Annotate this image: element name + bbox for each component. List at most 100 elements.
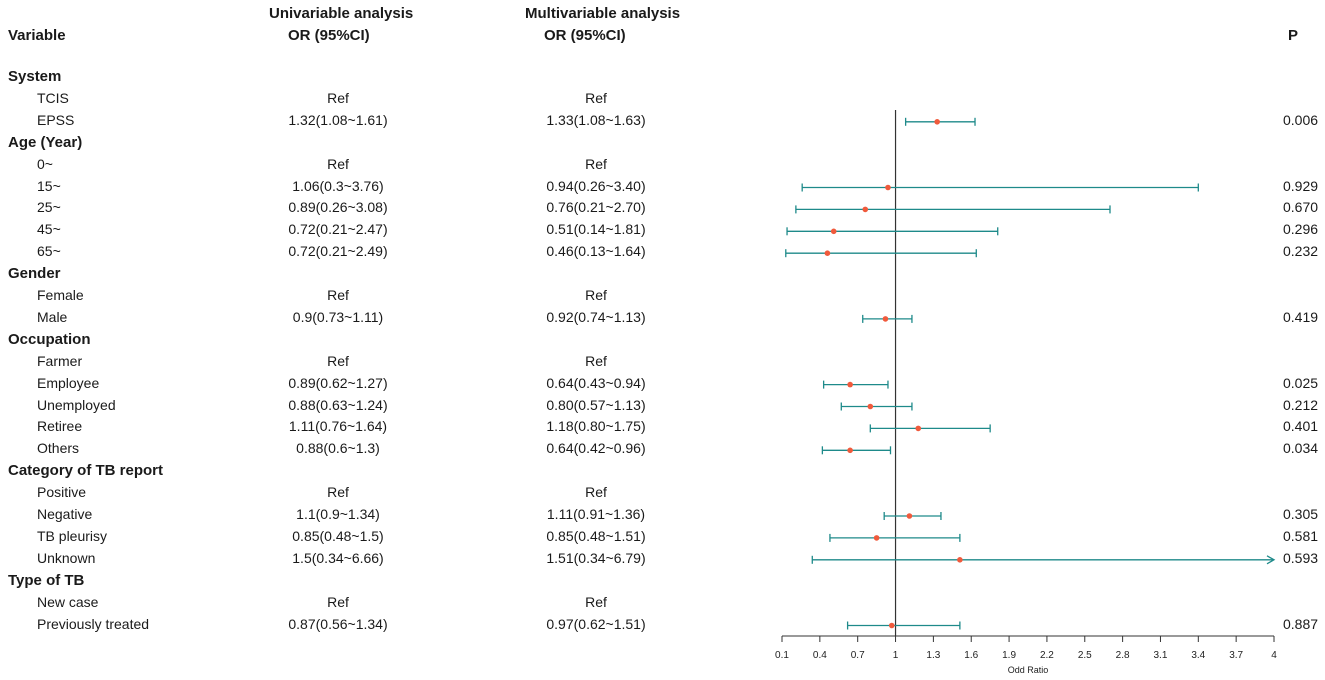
x-tick-label: 2.8: [1116, 650, 1130, 661]
or-point: [915, 425, 922, 432]
multivariable-or: Ref: [585, 155, 607, 172]
multivariable-or: 0.92(0.74~1.13): [546, 308, 646, 325]
p-value: 0.593: [1283, 549, 1319, 566]
or-point: [867, 403, 874, 410]
univariable-or: 1.1(0.9~1.34): [296, 506, 380, 522]
univariable-or: Ref: [327, 287, 349, 303]
row-label: EPSS: [37, 111, 75, 128]
multivariable-or: 0.46(0.13~1.64): [546, 243, 646, 260]
x-tick-label: 0.7: [851, 650, 865, 661]
univariable-or: Ref: [327, 155, 349, 172]
row-label: Negative: [37, 506, 93, 522]
row-label: 25~: [37, 199, 61, 216]
or-point: [957, 557, 963, 563]
group-title: Age (Year): [8, 133, 83, 151]
x-tick-label: 0.1: [775, 650, 789, 661]
multivariable-or: 0.94(0.26~3.40): [546, 177, 646, 194]
p-value: 0.401: [1283, 418, 1319, 435]
group-title: Type of TB: [8, 571, 85, 589]
multivariable-or: 1.51(0.34~6.79): [546, 549, 646, 566]
x-tick-label: 2.2: [1040, 650, 1054, 661]
row-label: Male: [37, 308, 68, 325]
p-value: 0.887: [1283, 615, 1319, 632]
multivariable-header: Multivariable analysis: [525, 5, 681, 22]
multivariable-or: 1.33(1.08~1.63): [546, 111, 646, 128]
univariable-or: 0.89(0.26~3.08): [288, 199, 388, 216]
variable-header: Variable: [8, 27, 66, 44]
univariable-or: 1.11(0.76~1.64): [288, 418, 388, 435]
p-value: 0.581: [1283, 527, 1319, 544]
or-point: [830, 228, 837, 235]
row-label: TCIS: [37, 89, 69, 106]
row-label: Previously treated: [37, 615, 150, 632]
group-title: Gender: [8, 265, 61, 283]
univariable-or: 1.32(1.08~1.61): [288, 111, 388, 128]
univariable-or: 0.89(0.62~1.27): [288, 374, 388, 391]
univariable-or: Ref: [327, 593, 349, 610]
p-value: 0.212: [1283, 396, 1319, 413]
p-value: 0.296: [1283, 221, 1319, 238]
x-tick-label: 1.9: [1002, 650, 1016, 661]
x-axis-label: Odd Ratio: [1008, 665, 1049, 675]
univariable-or: 0.9(0.73~1.11): [292, 308, 384, 325]
univariable-or: 0.85(0.48~1.5): [292, 527, 384, 544]
p-value: 0.670: [1283, 199, 1319, 216]
x-tick-label: 2.5: [1078, 650, 1092, 661]
group-title: Category of TB report: [8, 462, 164, 480]
multivariable-or: 1.18(0.80~1.75): [546, 418, 646, 435]
row-label: Retiree: [37, 418, 83, 435]
p-value: 0.305: [1283, 506, 1319, 522]
row-label: 45~: [37, 221, 61, 238]
p-value: 0.034: [1283, 440, 1319, 457]
x-tick-label: 3.7: [1229, 650, 1243, 661]
multivariable-or: 0.64(0.42~0.96): [546, 440, 646, 457]
row-label: TB pleurisy: [37, 527, 108, 544]
or-point: [885, 184, 891, 191]
univariable-or: Ref: [327, 352, 349, 369]
multivariable-or: 0.64(0.43~0.94): [546, 374, 646, 391]
or-point: [934, 119, 940, 125]
x-tick-label: 1.3: [926, 650, 940, 661]
multivariable-or: Ref: [585, 89, 607, 106]
x-tick-label: 3.1: [1154, 650, 1168, 661]
univariable-header: Univariable analysis: [269, 5, 414, 22]
or-point: [906, 513, 913, 519]
univariable-or: 1.06(0.3~3.76): [292, 177, 384, 194]
multivariable-or: 0.51(0.14~1.81): [546, 221, 646, 238]
group-title: System: [8, 68, 62, 85]
p-value: 0.025: [1283, 374, 1319, 391]
row-label: Unemployed: [37, 396, 116, 413]
group-title: Occupation: [8, 330, 91, 348]
or-point: [847, 381, 853, 388]
x-tick-label: 1: [893, 650, 899, 661]
univariable-or: Ref: [327, 89, 349, 106]
row-label: Unknown: [37, 549, 96, 566]
univariable-or: 0.88(0.63~1.24): [288, 396, 388, 413]
row-label: 65~: [37, 243, 61, 260]
univariable-or: 0.72(0.21~2.49): [288, 243, 388, 260]
or-point: [888, 622, 895, 629]
row-label: New case: [37, 593, 99, 610]
p-value: 0.929: [1283, 177, 1319, 194]
univariable-or: 0.88(0.6~1.3): [296, 440, 380, 457]
multivariable-or: 1.11(0.91~1.36): [546, 506, 646, 522]
multivariable-or: 0.80(0.57~1.13): [546, 396, 646, 413]
multivariable-or: Ref: [585, 593, 607, 610]
univariable-or: 0.72(0.21~2.47): [288, 221, 388, 238]
univariable-or: Ref: [327, 484, 349, 501]
x-tick-label: 4: [1271, 650, 1277, 661]
or-point: [882, 316, 889, 322]
or-point: [847, 447, 853, 454]
univariable-or-header: OR (95%CI): [288, 27, 370, 44]
p-value: 0.419: [1283, 308, 1319, 325]
multivariable-or-header: OR (95%CI): [544, 27, 626, 44]
p-value: 0.232: [1283, 243, 1319, 260]
multivariable-or: Ref: [585, 352, 607, 369]
or-point: [873, 535, 880, 541]
p-value-header: P: [1288, 27, 1299, 44]
row-label: Others: [37, 440, 80, 457]
multivariable-or: Ref: [585, 484, 607, 501]
row-label: Farmer: [37, 352, 83, 369]
x-tick-label: 3.4: [1191, 650, 1205, 661]
x-tick-label: 0.4: [813, 650, 827, 661]
